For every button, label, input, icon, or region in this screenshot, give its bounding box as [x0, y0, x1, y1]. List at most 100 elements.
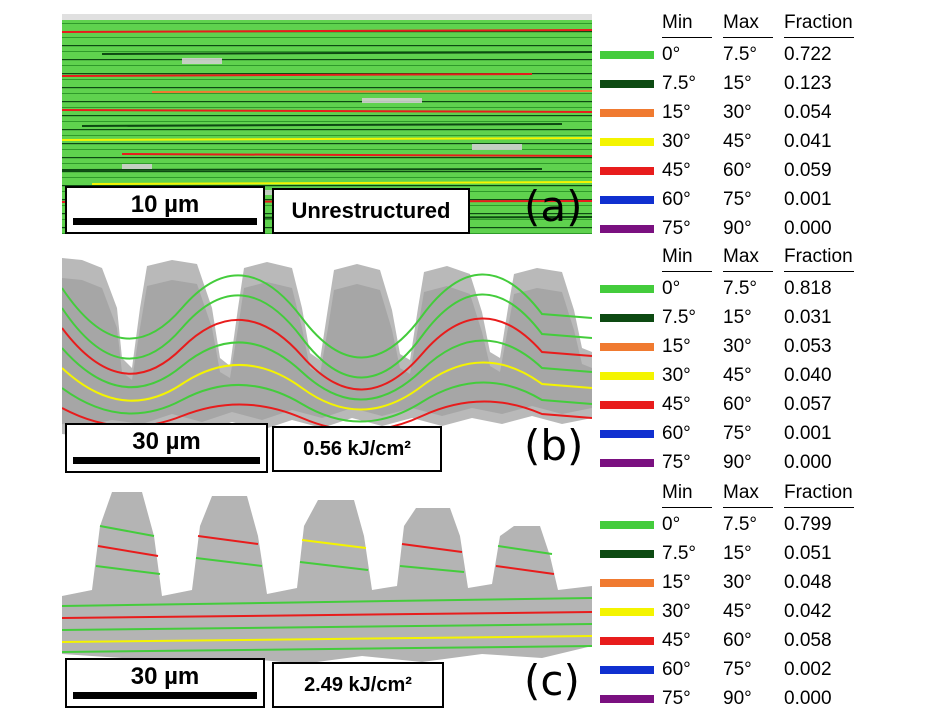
legend-header-max: Max [723, 246, 759, 267]
legend-swatch [600, 430, 654, 438]
legend-min: 0° [662, 514, 681, 535]
legend-row: 0° 7.5° 0.799 [598, 514, 950, 536]
legend-rule [784, 507, 854, 508]
legend-max: 30° [723, 336, 752, 357]
scale-bar-label-c: 30 µm [130, 663, 200, 690]
legend-max: 15° [723, 543, 752, 564]
legend-max: 45° [723, 601, 752, 622]
legend-min: 15° [662, 102, 691, 123]
ebsd-map-c [62, 486, 592, 666]
legend-fraction: 0.053 [784, 336, 832, 357]
legend-fraction: 0.002 [784, 659, 832, 680]
legend-swatch [600, 109, 654, 117]
legend-fraction: 0.051 [784, 543, 832, 564]
scale-bar-label-a: 10 µm [130, 191, 200, 218]
legend-swatch [600, 80, 654, 88]
legend-row: 30° 45° 0.040 [598, 365, 950, 387]
legend-swatch [600, 521, 654, 529]
panel-letter-c: (c) [524, 656, 580, 705]
legend-min: 15° [662, 572, 691, 593]
condition-label-b: 0.56 kJ/cm² [272, 426, 442, 472]
legend-swatch [600, 579, 654, 587]
legend-swatch [600, 51, 654, 59]
ebsd-image-b [62, 258, 592, 436]
legend-rule [784, 37, 854, 38]
legend-max: 75° [723, 423, 752, 444]
panel-c: 30 µm 2.49 kJ/cm² (c) Min Max Fraction 0… [0, 480, 950, 720]
legend-fraction: 0.040 [784, 365, 832, 386]
legend-swatch [600, 695, 654, 703]
legend-max: 45° [723, 365, 752, 386]
legend-max: 30° [723, 102, 752, 123]
legend-fraction: 0.054 [784, 102, 832, 123]
legend-swatch [600, 608, 654, 616]
legend-row: 7.5° 15° 0.123 [598, 73, 950, 95]
legend-row: 7.5° 15° 0.031 [598, 307, 950, 329]
legend-min: 45° [662, 394, 691, 415]
legend-max: 60° [723, 630, 752, 651]
legend-min: 7.5° [662, 307, 697, 328]
legend-swatch [600, 314, 654, 322]
scale-bar-a [73, 218, 257, 225]
legend-max: 75° [723, 659, 752, 680]
scale-bar-box-a: 10 µm [65, 186, 265, 234]
legend-row: 45° 60° 0.057 [598, 394, 950, 416]
legend-max: 15° [723, 73, 752, 94]
scale-bar-box-b: 30 µm [65, 423, 268, 473]
legend-max: 90° [723, 218, 752, 239]
legend-fraction: 0.000 [784, 688, 832, 709]
legend-min: 60° [662, 189, 691, 210]
legend-row: 0° 7.5° 0.818 [598, 278, 950, 300]
legend-row: 60° 75° 0.002 [598, 659, 950, 681]
legend-header-min: Min [662, 482, 693, 503]
legend-fraction: 0.000 [784, 452, 832, 473]
legend-max: 7.5° [723, 278, 758, 299]
panel-a: 10 µm Unrestructured (a) Min Max Fractio… [0, 0, 950, 240]
legend-c: Min Max Fraction 0° 7.5° 0.799 7.5° 15° 0.051… [598, 482, 950, 709]
legend-max: 75° [723, 189, 752, 210]
legend-row: 60° 75° 0.001 [598, 189, 950, 211]
legend-rule [662, 271, 712, 272]
legend-fraction: 0.001 [784, 423, 832, 444]
condition-label-a: Unrestructured [272, 188, 470, 234]
legend-header-fraction: Fraction [784, 482, 853, 503]
legend-rule [784, 271, 854, 272]
legend-min: 30° [662, 365, 691, 386]
legend-row: 45° 60° 0.058 [598, 630, 950, 652]
legend-swatch [600, 167, 654, 175]
legend-fraction: 0.001 [784, 189, 832, 210]
legend-rule [723, 271, 773, 272]
legend-fraction: 0.059 [784, 160, 832, 181]
legend-header-min: Min [662, 246, 693, 267]
legend-row: 15° 30° 0.053 [598, 336, 950, 358]
legend-min: 60° [662, 659, 691, 680]
legend-max: 7.5° [723, 44, 758, 65]
legend-swatch [600, 401, 654, 409]
panel-letter-b: (b) [524, 421, 584, 470]
legend-min: 75° [662, 452, 691, 473]
legend-max: 15° [723, 307, 752, 328]
legend-row: 0° 7.5° 0.722 [598, 44, 950, 66]
legend-swatch [600, 372, 654, 380]
legend-swatch [600, 343, 654, 351]
legend-swatch [600, 138, 654, 146]
ebsd-image-c [62, 492, 592, 664]
legend-swatch [600, 196, 654, 204]
legend-header-max: Max [723, 12, 759, 33]
legend-max: 60° [723, 394, 752, 415]
legend-row: 60° 75° 0.001 [598, 423, 950, 445]
legend-header-fraction: Fraction [784, 246, 853, 267]
legend-min: 7.5° [662, 543, 697, 564]
legend-fraction: 0.799 [784, 514, 832, 535]
legend-max: 7.5° [723, 514, 758, 535]
legend-min: 15° [662, 336, 691, 357]
legend-fraction: 0.722 [784, 44, 832, 65]
scale-bar-box-c: 30 µm [65, 658, 265, 708]
legend-swatch [600, 285, 654, 293]
legend-rule [662, 37, 712, 38]
legend-min: 75° [662, 688, 691, 709]
legend-swatch [600, 666, 654, 674]
legend-header-min: Min [662, 12, 693, 33]
legend-row: 75° 90° 0.000 [598, 218, 950, 240]
legend-min: 45° [662, 160, 691, 181]
